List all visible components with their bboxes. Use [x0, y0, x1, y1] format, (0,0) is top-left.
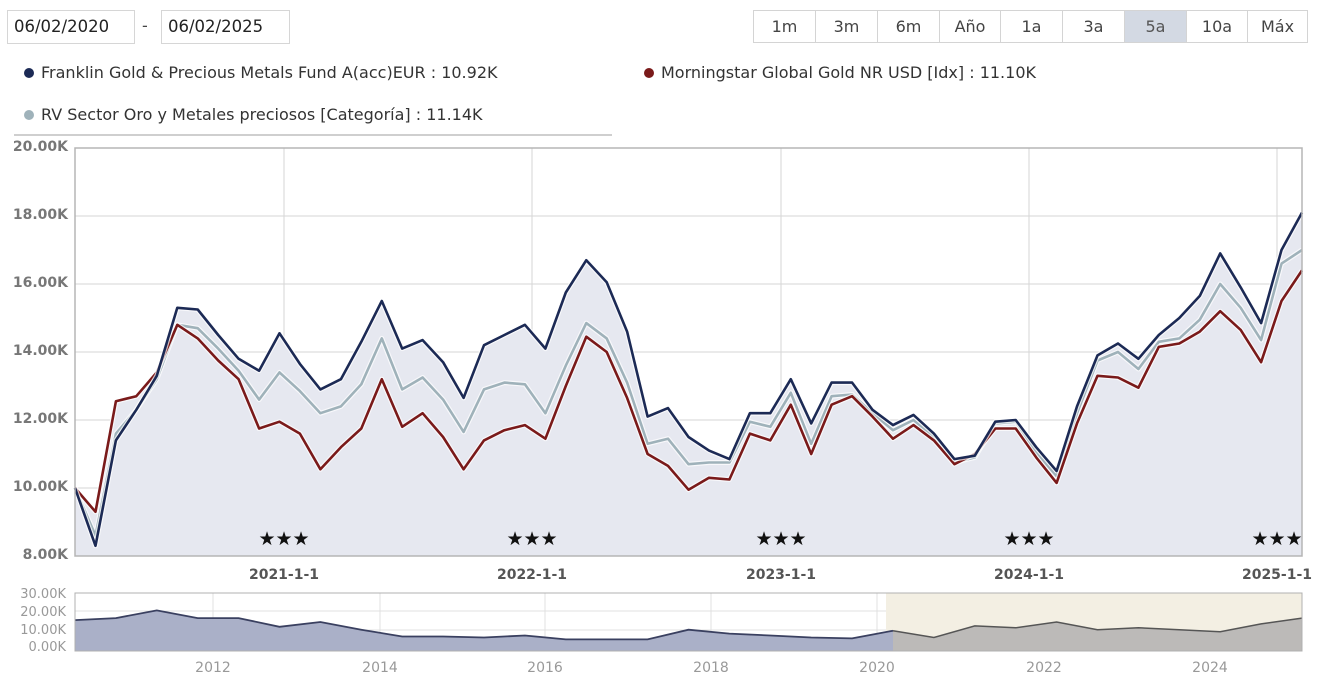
nav-x-tick-label: 2014 — [362, 660, 398, 676]
range-button-ano[interactable]: Año — [940, 11, 1001, 42]
legend-divider — [14, 134, 612, 136]
legend-label: Morningstar Global Gold NR USD [Idx] : 1… — [661, 63, 1036, 82]
nav-x-tick-label: 2016 — [527, 660, 563, 676]
range-button-6m[interactable]: 6m — [878, 11, 940, 42]
range-button-1a[interactable]: 1a — [1001, 11, 1063, 42]
plot-frame — [74, 147, 1303, 557]
y-tick-label: 10.00K — [12, 479, 68, 495]
y-tick-label: 8.00K — [22, 547, 68, 563]
nav-x-tick-label: 2018 — [693, 660, 729, 676]
nav-x-tick-label: 2022 — [1026, 660, 1062, 676]
date-separator: - — [142, 16, 148, 35]
date-from-input[interactable]: 06/02/2020 — [7, 10, 135, 44]
nav-y-tick-label: 0.00K — [28, 640, 66, 655]
date-to-input[interactable]: 06/02/2025 — [161, 10, 290, 44]
legend-item-franklin[interactable]: Franklin Gold & Precious Metals Fund A(a… — [24, 63, 497, 82]
nav-x-tick-label: 2012 — [195, 660, 231, 676]
maroon-dot-icon — [644, 67, 654, 78]
x-tick-label: 2021-1-1 — [248, 567, 320, 583]
star-rating-icon: ★★★ — [755, 528, 806, 550]
nav-x-tick-label: 2020 — [859, 660, 895, 676]
x-tick-label: 2022-1-1 — [496, 567, 568, 583]
nav-x-tick-label: 2024 — [1192, 660, 1228, 676]
navigator[interactable] — [74, 592, 1303, 652]
series-line[interactable] — [74, 269, 1304, 514]
main-fill-area — [75, 212, 1302, 556]
range-button-1m[interactable]: 1m — [754, 11, 816, 42]
range-selector: 1m 3m 6m Año 1a 3a 5a 10a Máx — [753, 10, 1308, 43]
star-rating-icon: ★★★ — [258, 528, 309, 550]
x-tick-label: 2023-1-1 — [745, 567, 817, 583]
x-tick-label: 2024-1-1 — [993, 567, 1065, 583]
range-button-3a[interactable]: 3a — [1063, 11, 1125, 42]
gray-dot-icon — [24, 109, 34, 120]
y-tick-label: 16.00K — [12, 275, 68, 291]
series-line[interactable] — [73, 211, 1304, 548]
star-rating-icon: ★★★ — [1003, 528, 1054, 550]
nav-y-tick-label: 10.00K — [20, 623, 66, 638]
range-button-5a[interactable]: 5a — [1125, 11, 1187, 42]
legend-label: RV Sector Oro y Metales preciosos [Categ… — [41, 105, 483, 124]
range-button-3m[interactable]: 3m — [816, 11, 878, 42]
series-lines — [72, 211, 1305, 549]
legend-label: Franklin Gold & Precious Metals Fund A(a… — [41, 63, 498, 82]
legend-item-morningstar[interactable]: Morningstar Global Gold NR USD [Idx] : 1… — [644, 63, 1036, 82]
y-tick-label: 12.00K — [12, 411, 68, 427]
star-rating-markers: ★★★ ★★★ ★★★ ★★★ ★★★ — [258, 528, 1302, 550]
y-tick-label: 18.00K — [12, 207, 68, 223]
y-tick-label: 14.00K — [12, 343, 68, 359]
range-button-10a[interactable]: 10a — [1187, 11, 1248, 42]
range-button-max[interactable]: Máx — [1248, 11, 1307, 42]
legend-item-category[interactable]: RV Sector Oro y Metales preciosos [Categ… — [24, 105, 483, 124]
y-tick-label: 20.00K — [12, 139, 68, 155]
navy-dot-icon — [24, 67, 34, 78]
nav-y-tick-label: 30.00K — [20, 587, 66, 602]
star-rating-icon: ★★★ — [1251, 528, 1302, 550]
star-rating-icon: ★★★ — [506, 528, 557, 550]
nav-y-tick-label: 20.00K — [20, 605, 66, 620]
x-tick-label: 2025-1-1 — [1241, 567, 1313, 583]
